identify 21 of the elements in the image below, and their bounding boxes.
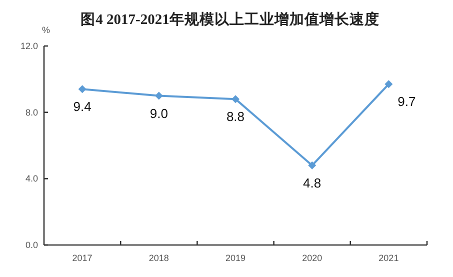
point	[308, 161, 316, 170]
y-tick-label: 4.0	[25, 174, 38, 184]
y-tick-label: 8.0	[25, 107, 38, 118]
point	[78, 85, 86, 94]
data-label: 9.4	[73, 99, 92, 114]
point	[154, 92, 163, 100]
x-tick-label: 2017	[72, 253, 92, 263]
y-tick-label: 0.0	[25, 240, 38, 250]
y-tick-label: 12.0	[20, 41, 38, 51]
point	[384, 80, 393, 88]
x-tick-label: 2018	[148, 253, 169, 263]
data-label: 8.8	[226, 109, 245, 124]
data-label: 9.7	[398, 94, 416, 110]
chart-title: 图4 2017-2021年规模以上工业增加值增长速度	[80, 10, 380, 28]
x-tick-label: 2021	[378, 253, 399, 263]
point	[232, 95, 240, 104]
x-tick-label: 2020	[302, 253, 322, 263]
data-label: 9.0	[150, 106, 168, 121]
x-tick-label: 2019	[225, 253, 246, 263]
y-axis-title: %	[42, 25, 50, 35]
data-label: 4.8	[303, 175, 322, 190]
